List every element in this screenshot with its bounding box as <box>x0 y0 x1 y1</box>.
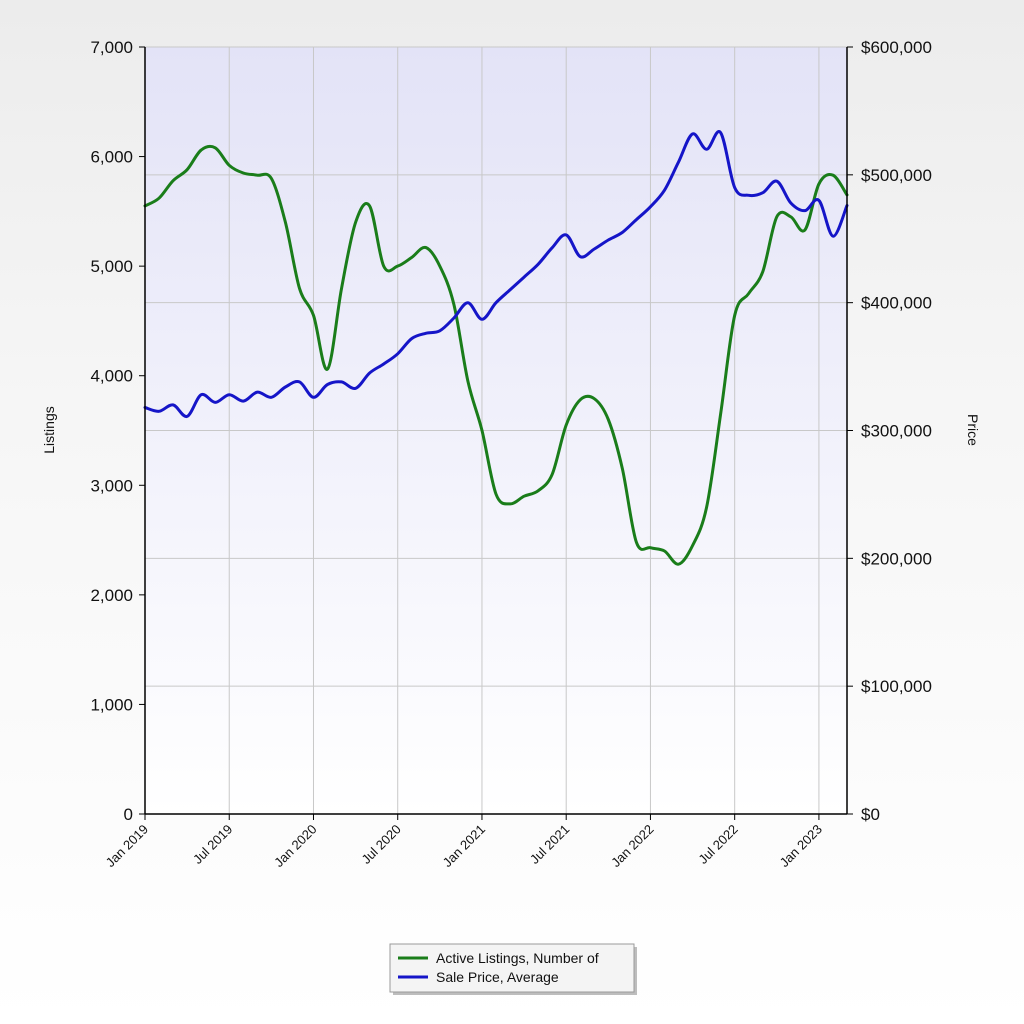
sale-price-line <box>143 130 849 418</box>
series-layer <box>143 130 849 566</box>
x-tick-label: Jan 2019 <box>103 822 151 870</box>
left-tick-label: 7,000 <box>90 38 133 57</box>
right-tick-label: $400,000 <box>861 294 932 313</box>
left-tick-label: 0 <box>124 805 133 824</box>
right-tick-label: $600,000 <box>861 38 932 57</box>
active-listings-line <box>143 144 849 566</box>
legend-label: Sale Price, Average <box>436 969 559 985</box>
x-tick-label: Jan 2021 <box>440 822 488 870</box>
x-tick-label: Jul 2020 <box>358 822 403 867</box>
left-tick-label: 3,000 <box>90 476 133 495</box>
legend-box <box>389 943 635 993</box>
x-tick-label: Jul 2019 <box>190 822 235 867</box>
legend-label: Active Listings, Number of <box>436 950 599 966</box>
left-tick-label: 6,000 <box>90 148 133 167</box>
right-axis-title: Price <box>965 414 981 446</box>
left-tick-label: 4,000 <box>90 367 133 386</box>
x-tick-label: Jan 2020 <box>271 822 319 870</box>
right-tick-label: $100,000 <box>861 677 932 696</box>
left-tick-label: 5,000 <box>90 257 133 276</box>
left-axis-ticks: 0 1,000 2,000 3,000 4,000 5,000 6,000 7,000 <box>90 38 145 824</box>
right-tick-label: $0 <box>861 805 880 824</box>
x-tick-label: Jul 2021 <box>527 822 572 867</box>
legend: Active Listings, Number of Sale Price, Av… <box>389 943 637 995</box>
right-tick-label: $200,000 <box>861 549 932 568</box>
right-axis-ticks: $0 $100,000 $200,000 $300,000 $400,000 $500,0… <box>847 38 932 824</box>
x-axis-ticks: Jan 2019 Jul 2019 Jan 2020 Jul 2020 Jan 2021… <box>103 814 825 870</box>
left-tick-label: 2,000 <box>90 586 133 605</box>
right-tick-label: $500,000 <box>861 166 932 185</box>
left-tick-label: 1,000 <box>90 695 133 714</box>
right-tick-label: $300,000 <box>861 422 932 441</box>
x-tick-label: Jul 2022 <box>695 822 740 867</box>
left-axis-title: Listings <box>41 406 57 453</box>
x-tick-label: Jan 2023 <box>777 822 825 870</box>
x-tick-label: Jan 2022 <box>608 822 656 870</box>
